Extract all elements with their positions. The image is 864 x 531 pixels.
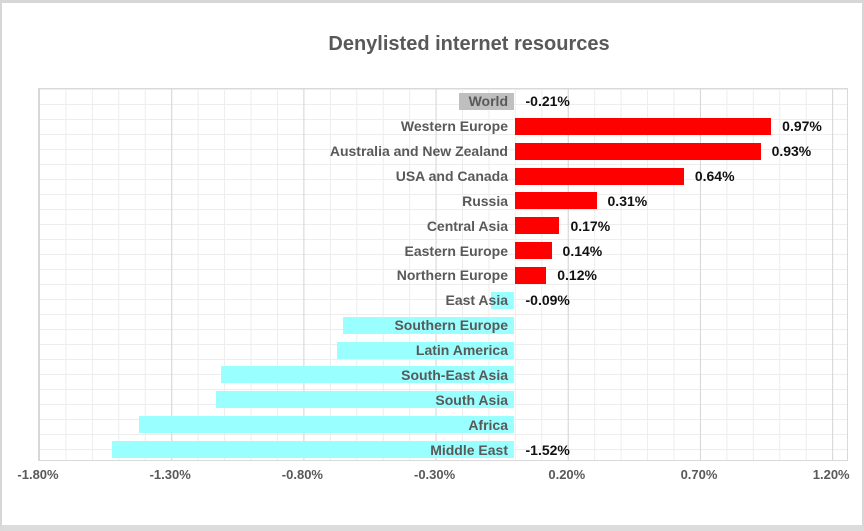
bar [514,117,772,135]
bar [215,391,515,409]
bar-row: Northern Europe 0.12% [39,263,849,288]
value-label: 0.97% [782,118,822,135]
category-label: Eastern Europe [404,242,508,259]
bar [514,266,547,284]
bar-row: Africa [39,412,849,437]
x-tick-label: -1.30% [149,467,191,482]
bar [138,416,515,434]
bar-row: Australia and New Zealand 0.93% [39,139,849,164]
bar-row: Middle East -1.52% [39,437,849,462]
x-tick-label: 0.70% [680,467,718,482]
category-label: South Asia [435,391,508,408]
bar [514,142,761,160]
category-label: Middle East [430,441,508,458]
bar-row: Russia 0.31% [39,188,849,213]
x-tick-label: -0.30% [413,467,456,482]
bar-row: Eastern Europe 0.14% [39,238,849,263]
bar [514,242,552,260]
category-label: Australia and New Zealand [329,143,508,160]
value-label: -0.21% [525,93,570,110]
value-label: -0.09% [525,292,570,309]
bar-row: Latin America [39,338,849,363]
bar [220,366,515,384]
chart-title: Denylisted internet resources [328,33,610,55]
category-label: East Asia [445,292,508,309]
category-label: Latin America [415,342,508,359]
bar-row: Western Europe 0.97% [39,114,849,139]
category-label: Western Europe [400,118,508,135]
category-label: Africa [468,416,508,433]
plot-area: World -0.21% Western Europe 0.97% Australia … [38,88,848,461]
category-label: World [468,93,508,110]
category-label: Central Asia [426,217,508,234]
value-label: 0.17% [570,217,611,234]
bar-row: East Asia -0.09% [39,288,849,313]
value-label: 0.14% [562,242,603,259]
value-label: 0.12% [557,267,597,284]
value-label: 0.31% [607,192,648,209]
category-label: Southern Europe [394,317,508,334]
x-tick-label: 1.20% [812,467,850,482]
x-tick-label: -0.80% [281,467,323,482]
bar-row: USA and Canada 0.64% [39,164,849,189]
bar [458,92,515,110]
bar [514,192,597,210]
x-tick-label: 0.20% [548,467,586,482]
x-tick-label: -1.80% [17,467,59,482]
bar-row: World -0.21% [39,89,849,114]
value-label: 0.93% [771,143,812,160]
bar [337,341,515,359]
value-label: 0.64% [694,168,735,185]
bar [514,167,684,185]
bar-row: South Asia [39,387,849,412]
value-label: -1.52% [525,441,570,458]
bar [112,441,515,459]
category-label: Northern Europe [396,267,508,284]
bar-row: South-East Asia [39,363,849,388]
bar-row: Southern Europe [39,313,849,338]
bar [342,316,515,334]
category-label: Russia [462,192,508,209]
x-axis: -1.80% -1.30% -0.80% -0.30% 0.20% 0.70% 1.20% [17,467,850,487]
category-label: USA and Canada [395,168,508,185]
bar [490,291,515,309]
category-label: South-East Asia [401,366,508,383]
bar-row: Central Asia 0.17% [39,213,849,238]
bar [514,217,560,235]
